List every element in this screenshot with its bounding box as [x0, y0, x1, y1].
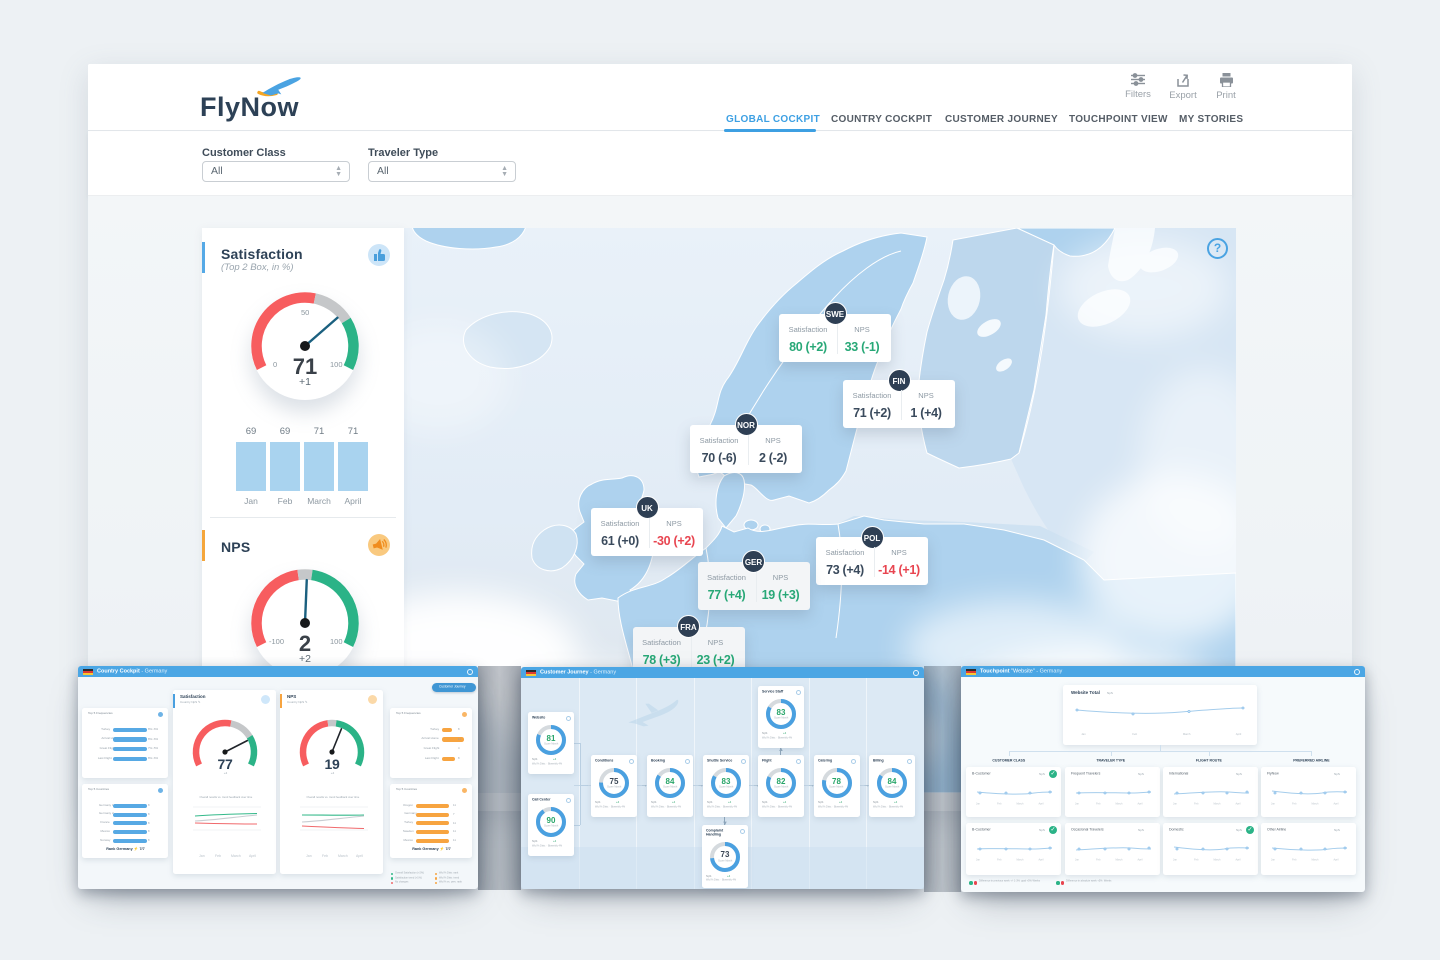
svg-text:Jan: Jan: [199, 854, 205, 858]
svg-text:Jan: Jan: [306, 854, 312, 858]
svg-text:Feb: Feb: [215, 854, 221, 858]
svg-text:April: April: [356, 854, 363, 858]
svg-text:April: April: [249, 854, 256, 858]
svg-text:March: March: [338, 854, 348, 858]
svg-text:Feb: Feb: [322, 854, 328, 858]
svg-text:March: March: [231, 854, 241, 858]
